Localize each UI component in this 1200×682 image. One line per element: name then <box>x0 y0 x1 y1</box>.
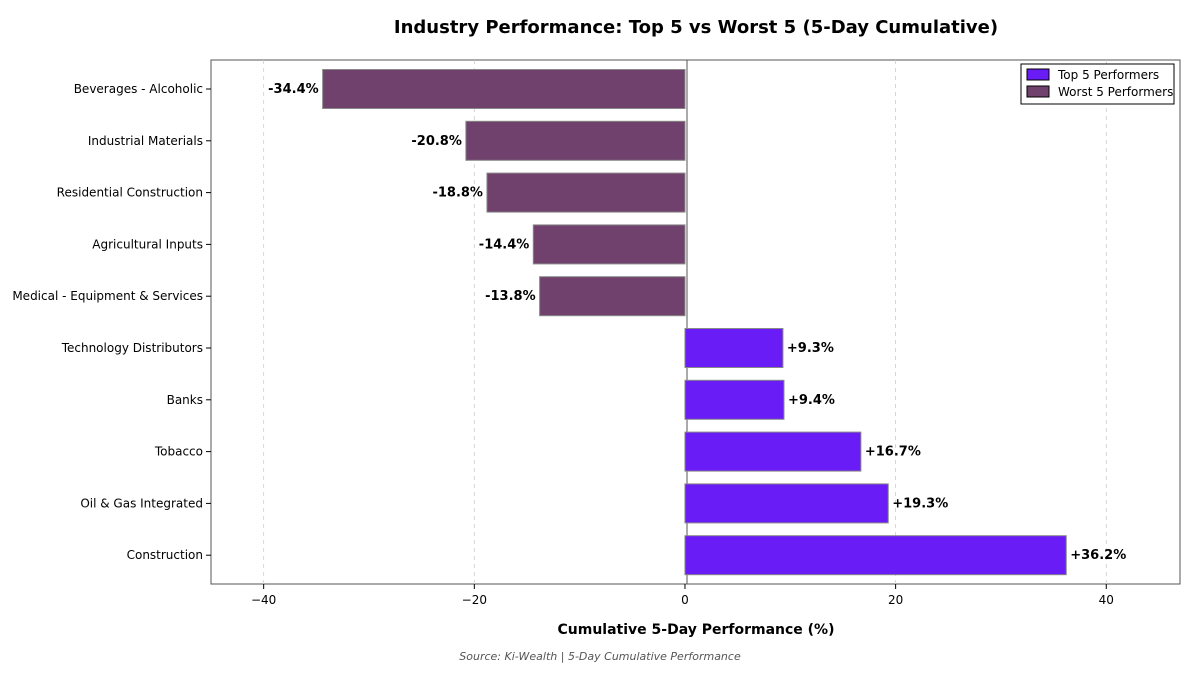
chart-title: Industry Performance: Top 5 vs Worst 5 (… <box>394 17 998 38</box>
data-label: -18.8% <box>432 186 483 201</box>
bar-medical-equipment-services <box>539 276 686 317</box>
category-label: Beverages - Alcoholic <box>74 82 203 96</box>
category-label: Tobacco <box>154 445 203 459</box>
data-label: -20.8% <box>411 134 462 149</box>
source-note: Source: Ki-Wealth | 5-Day Cumulative Per… <box>459 650 741 663</box>
bar-agricultural-inputs <box>532 224 686 265</box>
legend-swatch-top <box>1026 68 1050 81</box>
category-label: Medical - Equipment & Services <box>12 289 203 303</box>
data-label: +36.2% <box>1070 548 1126 563</box>
category-label: Residential Construction <box>57 186 203 200</box>
x-axis-ticks: −40 −20 0 20 40 <box>251 584 1114 607</box>
category-label: Agricultural Inputs <box>92 237 203 251</box>
data-label: -13.8% <box>485 289 536 304</box>
legend-swatch-worst <box>1026 85 1050 98</box>
bar-tobacco <box>684 431 862 472</box>
data-label: +9.4% <box>788 393 835 408</box>
bar-oil-gas-integrated <box>684 483 889 524</box>
category-label: Technology Distributors <box>61 341 203 355</box>
x-tick-label: 20 <box>888 593 903 607</box>
data-label: -34.4% <box>268 82 319 97</box>
bars: -34.4% -20.8% -18.8% -14.4% -13.8% +9.3% +9.4%… <box>268 69 1126 576</box>
category-label: Construction <box>127 548 203 562</box>
bar-technology-distributors <box>684 328 784 368</box>
bar-residential-construction <box>486 172 686 213</box>
data-label: -14.4% <box>479 237 530 252</box>
legend-label-worst: Worst 5 Performers <box>1058 85 1173 99</box>
category-label: Industrial Materials <box>88 134 203 148</box>
data-label: +16.7% <box>865 445 921 460</box>
category-label: Oil & Gas Integrated <box>80 496 203 510</box>
legend-label-top: Top 5 Performers <box>1057 68 1159 82</box>
bar-beverages-alcoholic <box>322 69 686 109</box>
x-tick-label: 0 <box>681 593 689 607</box>
x-tick-label: 40 <box>1099 593 1114 607</box>
bar-construction <box>684 535 1067 576</box>
legend: Top 5 Performers Worst 5 Performers <box>1020 63 1175 105</box>
data-label: +19.3% <box>892 496 948 511</box>
category-labels: Beverages - Alcoholic Industrial Material… <box>12 82 211 562</box>
category-label: Banks <box>167 393 203 407</box>
x-tick-label: −20 <box>462 593 487 607</box>
bar-banks <box>684 379 785 420</box>
x-tick-label: −40 <box>251 593 276 607</box>
x-axis-label: Cumulative 5-Day Performance (%) <box>558 622 835 638</box>
bar-industrial-materials <box>465 120 686 161</box>
data-label: +9.3% <box>787 341 834 356</box>
